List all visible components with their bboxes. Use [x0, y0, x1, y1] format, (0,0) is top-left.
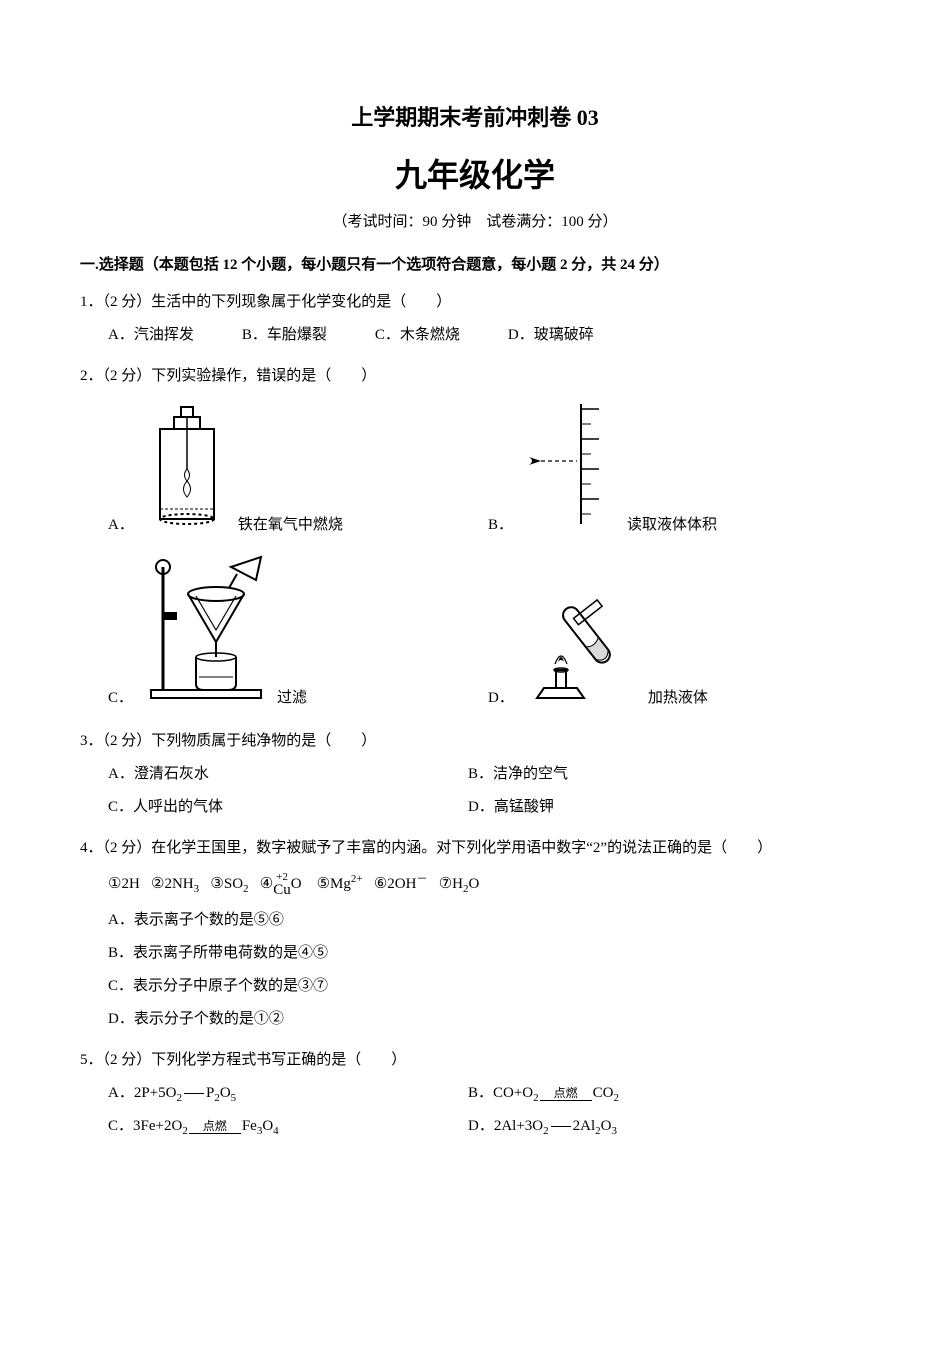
q4-stem: 4．（2 分）在化学王国里，数字被赋予了丰富的内涵。对下列化学用语中数字“2”的… [80, 832, 870, 865]
q2-c-label: C． [108, 682, 133, 715]
q2-c-caption: 过滤 [277, 682, 307, 715]
q4-item3: ③SO2 [210, 876, 248, 892]
q4-item4: ④+2CuO [260, 876, 306, 892]
q2-b-label: B． [488, 509, 513, 542]
q4-item6: ⑥2OH－ [374, 876, 428, 892]
q4-items: ①2H ②2NH3 ③SO2 ④+2CuO ⑤Mg2+ ⑥2OH－ ⑦H2O [80, 865, 870, 904]
question-5: 5．（2 分）下列化学方程式书写正确的是（ ） A．2P+5O2P2O5 B．C… [80, 1044, 870, 1143]
section-1-header: 一.选择题（本题包括 12 个小题，每小题只有一个选项符合题意，每小题 2 分，… [80, 253, 870, 274]
question-1: 1．（2 分）生活中的下列现象属于化学变化的是（ ） A．汽油挥发 B．车胎爆裂… [80, 286, 870, 352]
eq-arrow-icon [551, 1126, 571, 1127]
q5-choice-b: B．CO+O2点燃CO2 [468, 1077, 828, 1110]
q3-choice-a: A．澄清石灰水 [108, 758, 468, 791]
q1-choices: A．汽油挥发 B．车胎爆裂 C．木条燃烧 D．玻璃破碎 [80, 319, 870, 352]
combustion-arrow-icon: 点燃 [189, 1120, 241, 1134]
q1-choice-d: D．玻璃破碎 [508, 319, 594, 352]
q5-choice-d: D．2Al+3O22Al2O3 [468, 1110, 828, 1143]
question-4: 4．（2 分）在化学王国里，数字被赋予了丰富的内涵。对下列化学用语中数字“2”的… [80, 832, 870, 1036]
q5-choice-c: C．3Fe+2O2点燃Fe3O4 [108, 1110, 468, 1143]
question-3: 3．（2 分）下列物质属于纯净物的是（ ） A．澄清石灰水 B．洁净的空气 C．… [80, 725, 870, 824]
q2-stem: 2．（2 分）下列实验操作，错误的是（ ） [80, 360, 870, 393]
read-volume-icon [521, 399, 621, 529]
q2-cell-a: A． 铁在氧气中燃烧 [108, 399, 488, 542]
q2-row1: A． 铁在氧气中燃烧 B． [80, 399, 870, 542]
q1-choice-a: A．汽油挥发 [108, 319, 194, 352]
q4-item1: ①2H [108, 876, 140, 892]
eq-arrow-icon [184, 1093, 204, 1094]
page-title: 九年级化学 [80, 150, 870, 196]
q5-choice-a: A．2P+5O2P2O5 [108, 1077, 468, 1110]
filter-icon [141, 552, 271, 702]
q4-item7: ⑦H2O [439, 876, 480, 892]
q2-cell-d: D． 加热液体 [488, 592, 868, 715]
exam-info: （考试时间：90 分钟 试卷满分：100 分） [80, 210, 870, 231]
iron-in-oxygen-icon [142, 399, 232, 529]
q5-row1: A．2P+5O2P2O5 B．CO+O2点燃CO2 [80, 1077, 870, 1110]
page-subtitle: 上学期期末考前冲刺卷 03 [80, 100, 870, 132]
q2-c-figure [141, 552, 271, 715]
heat-liquid-icon [522, 592, 642, 702]
question-2: 2．（2 分）下列实验操作，错误的是（ ） A． [80, 360, 870, 715]
q2-d-caption: 加热液体 [648, 682, 708, 715]
q1-choice-b: B．车胎爆裂 [242, 319, 327, 352]
q2-cell-b: B． 读取液体体积 [488, 399, 868, 542]
q1-choice-c: C．木条燃烧 [375, 319, 460, 352]
q2-a-caption: 铁在氧气中燃烧 [238, 509, 343, 542]
q4-item5: ⑤Mg2+ [317, 876, 363, 892]
q2-d-label: D． [488, 682, 514, 715]
q3-choice-d: D．高锰酸钾 [468, 791, 828, 824]
q2-cell-c: C． [108, 552, 488, 715]
q4-item2: ②2NH3 [151, 876, 199, 892]
q4-choice-c: C．表示分子中原子个数的是③⑦ [80, 970, 870, 1003]
q2-a-figure [142, 399, 232, 542]
q3-choice-c: C．人呼出的气体 [108, 791, 468, 824]
q2-d-figure [522, 592, 642, 715]
q2-b-caption: 读取液体体积 [627, 509, 717, 542]
q3-choice-b: B．洁净的空气 [468, 758, 828, 791]
q1-stem: 1．（2 分）生活中的下列现象属于化学变化的是（ ） [80, 286, 870, 319]
q2-b-figure [521, 399, 621, 542]
q4-choice-d: D．表示分子个数的是①② [80, 1003, 870, 1036]
q2-a-label: A． [108, 509, 134, 542]
q4-choice-a: A．表示离子个数的是⑤⑥ [80, 904, 870, 937]
q3-stem: 3．（2 分）下列物质属于纯净物的是（ ） [80, 725, 870, 758]
q3-row2: C．人呼出的气体 D．高锰酸钾 [80, 791, 870, 824]
q2-row2: C． [80, 552, 870, 715]
q4-choice-b: B．表示离子所带电荷数的是④⑤ [80, 937, 870, 970]
q3-row1: A．澄清石灰水 B．洁净的空气 [80, 758, 870, 791]
q5-row2: C．3Fe+2O2点燃Fe3O4 D．2Al+3O22Al2O3 [80, 1110, 870, 1143]
combustion-arrow-icon: 点燃 [540, 1087, 592, 1101]
q5-stem: 5．（2 分）下列化学方程式书写正确的是（ ） [80, 1044, 870, 1077]
exam-page: 上学期期末考前冲刺卷 03 九年级化学 （考试时间：90 分钟 试卷满分：100… [0, 0, 950, 1345]
